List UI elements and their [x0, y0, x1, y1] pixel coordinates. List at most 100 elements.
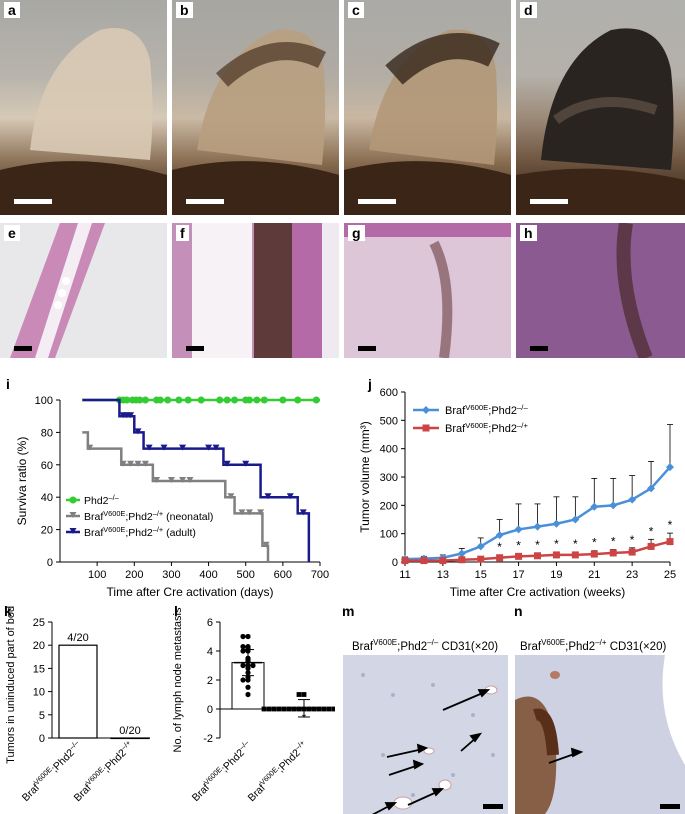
- censor-point: [212, 444, 220, 451]
- legend-marker: [422, 406, 430, 414]
- panel-label-n: n: [514, 603, 523, 619]
- censor-point: [160, 444, 168, 451]
- censor-point: [205, 444, 213, 451]
- censor-point: [231, 396, 239, 404]
- data-point: [281, 706, 287, 712]
- censor-point: [134, 428, 142, 435]
- arrow-icon-n: [548, 747, 584, 764]
- y-tick-label: 15: [33, 663, 45, 675]
- y-tick-label: 300: [380, 472, 398, 484]
- censor-point: [141, 396, 149, 404]
- panel-n-caption: BrafV600E;Phd2–/+ CD31(×20): [520, 638, 667, 653]
- histology-h: h: [516, 223, 685, 358]
- significance-star: *: [554, 537, 559, 551]
- histology-e-tissue: [10, 223, 105, 358]
- data-point: [245, 665, 251, 671]
- significance-star: *: [611, 535, 616, 549]
- category-label: BrafV600E;Phd2–/+: [244, 738, 310, 804]
- data-point: [514, 525, 523, 534]
- significance-star: *: [302, 711, 307, 725]
- data-point: [306, 706, 312, 712]
- data-point: [552, 519, 561, 528]
- panel-label-h: h: [520, 225, 537, 241]
- y-tick-label: 2: [207, 675, 213, 687]
- significance-star: *: [592, 536, 597, 550]
- censor-point: [145, 444, 153, 451]
- y-tick-label: 40: [41, 492, 53, 504]
- y-tick-label: 0: [207, 704, 213, 716]
- data-point: [240, 633, 246, 640]
- panel-label-g: g: [348, 225, 365, 241]
- panel-label-k: k: [4, 603, 12, 619]
- bar-data-label: 4/20: [67, 632, 88, 644]
- x-tick-label: 200: [125, 569, 143, 581]
- series-line-2: [82, 398, 311, 562]
- y-tick-label: 25: [33, 617, 45, 629]
- x-tick-label: 25: [664, 569, 676, 581]
- x-tick-label: 300: [162, 569, 180, 581]
- ear-shape-d: [516, 28, 685, 215]
- data-point: [534, 552, 541, 560]
- y-axis-label: Tumor volume (mm³): [358, 421, 372, 533]
- category-label: BrafV600E;Phd2–/–: [188, 738, 254, 804]
- censor-point: [242, 460, 250, 467]
- data-point: [245, 658, 251, 664]
- ear-shape-c: [344, 29, 511, 215]
- y-tick-label: 4: [207, 646, 213, 658]
- data-point: [291, 706, 297, 712]
- x-tick-label: 17: [512, 569, 524, 581]
- data-point: [331, 706, 335, 712]
- y-tick-label: -2: [203, 733, 213, 745]
- data-point: [571, 551, 579, 559]
- censor-point: [264, 493, 272, 500]
- y-tick-label: 500: [380, 415, 398, 427]
- x-tick-label: 700: [311, 569, 329, 581]
- panel-label-i: i: [6, 376, 10, 392]
- data-point: [401, 557, 409, 565]
- data-point: [571, 515, 580, 524]
- y-tick-label: 20: [33, 640, 45, 652]
- censor-point: [216, 396, 224, 404]
- censor-point: [223, 460, 231, 467]
- data-point: [609, 501, 618, 510]
- ihc-photo-m: [343, 655, 508, 814]
- data-point: [590, 502, 599, 511]
- data-point: [316, 706, 322, 712]
- data-point: [276, 706, 282, 712]
- panel-label-c: c: [348, 2, 364, 18]
- censor-point: [167, 477, 175, 483]
- histology-f: f: [172, 223, 339, 358]
- y-tick-label: 20: [41, 525, 53, 537]
- scale-bar-g: [358, 346, 376, 351]
- photo-c: c: [344, 0, 511, 215]
- data-point: [245, 691, 251, 698]
- data-point: [439, 557, 447, 565]
- censor-point: [223, 396, 231, 404]
- censor-point: [294, 396, 302, 404]
- data-point: [311, 706, 317, 712]
- data-point: [240, 648, 246, 654]
- scale-bar-h: [530, 346, 548, 351]
- data-point: [533, 522, 542, 531]
- scale-bar-f: [186, 346, 204, 351]
- data-point: [296, 692, 302, 697]
- censor-point: [184, 396, 192, 404]
- y-tick-label: 100: [35, 395, 53, 407]
- x-tick-label: 11: [399, 569, 410, 581]
- data-point: [515, 552, 523, 560]
- x-tick-label: 13: [437, 569, 449, 581]
- significance-star: *: [516, 539, 521, 553]
- photo-a: a: [0, 0, 167, 215]
- x-tick-label: 23: [626, 569, 638, 581]
- ear-shape-b: [172, 29, 339, 215]
- censor-point: [260, 396, 268, 404]
- scale-bar-m: [483, 804, 503, 809]
- scale-bar-b: [186, 199, 224, 204]
- histology-g: g: [344, 223, 511, 358]
- data-point: [250, 662, 256, 669]
- bar-data-label: 0/20: [119, 725, 140, 737]
- panel-label-j: j: [368, 376, 372, 392]
- data-point: [326, 706, 332, 712]
- y-axis-label: Tumors in uninduced part of body (%): [5, 606, 17, 764]
- ihc-photo-n: [515, 655, 685, 814]
